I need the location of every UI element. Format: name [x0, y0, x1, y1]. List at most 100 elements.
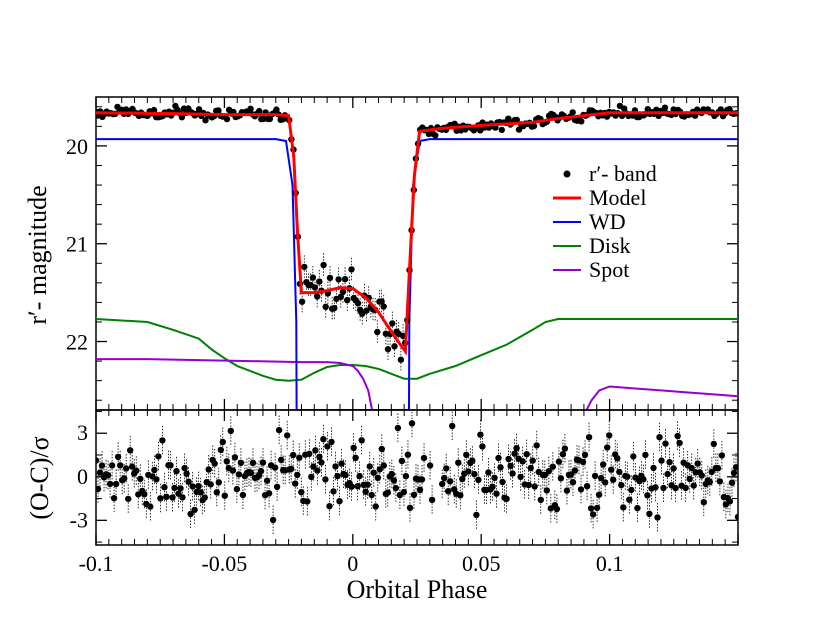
- residual-point: [316, 453, 323, 460]
- residual-point: [114, 453, 122, 461]
- residual-point: [404, 451, 412, 458]
- residual-point: [406, 504, 414, 511]
- series-line-spot: [585, 385, 738, 410]
- residual-point: [147, 503, 154, 510]
- obs-point: [301, 263, 308, 271]
- residual-point: [133, 467, 140, 474]
- residual-point: [694, 460, 701, 467]
- residual-point: [177, 485, 184, 492]
- residual-point: [358, 437, 365, 444]
- residual-point: [237, 459, 245, 466]
- residual-point: [269, 516, 277, 524]
- obs-point: [335, 276, 342, 283]
- obs-point: [309, 274, 317, 281]
- residual-point: [642, 451, 649, 459]
- obs-point: [717, 106, 724, 113]
- obs-point: [389, 320, 396, 327]
- residual-point: [294, 471, 301, 479]
- legend-label: Spot: [589, 257, 629, 282]
- residual-point: [123, 465, 130, 472]
- residual-point: [217, 446, 224, 454]
- residual-point: [517, 473, 524, 481]
- residual-point: [96, 457, 100, 464]
- series-line-model: [96, 111, 738, 356]
- residual-point: [447, 478, 454, 485]
- residual-point: [352, 454, 359, 461]
- obs-point: [215, 107, 222, 114]
- residual-point: [499, 478, 506, 486]
- residual-point: [312, 447, 319, 454]
- residual-point: [112, 480, 120, 488]
- legend-label: r′- band: [589, 161, 657, 186]
- bottom-y-tick-label: 3: [77, 420, 88, 445]
- obs-point: [266, 115, 274, 123]
- residual-point: [127, 447, 134, 454]
- residual-point: [676, 439, 683, 447]
- residual-point: [408, 420, 416, 427]
- residual-point: [324, 443, 331, 450]
- residual-point: [106, 480, 114, 488]
- residual-point: [141, 491, 148, 498]
- obs-point: [374, 328, 381, 336]
- residual-point: [473, 511, 480, 519]
- obs-point: [339, 288, 347, 296]
- residual-point: [334, 472, 341, 480]
- residual-point: [354, 483, 361, 490]
- residual-point: [507, 462, 514, 469]
- residual-point: [597, 474, 605, 482]
- residual-point: [372, 503, 379, 510]
- residual-point: [602, 479, 609, 486]
- obs-point: [223, 115, 231, 123]
- obs-point: [515, 126, 523, 133]
- residual-point: [732, 464, 738, 471]
- residual-point: [265, 490, 273, 497]
- residual-point: [332, 463, 339, 470]
- residual-point: [330, 488, 337, 495]
- residual-point: [338, 460, 345, 467]
- residual-point: [465, 468, 472, 475]
- residual-point: [259, 459, 267, 466]
- residual-point: [275, 426, 283, 434]
- residual-point: [247, 469, 255, 477]
- residual-point: [672, 484, 679, 492]
- obs-point: [661, 104, 669, 111]
- residual-point: [388, 470, 395, 478]
- residual-point: [410, 491, 418, 498]
- residual-point: [117, 462, 124, 469]
- residual-point: [384, 489, 391, 496]
- top-y-tick-label: 21: [66, 232, 88, 257]
- obs-point: [311, 284, 319, 291]
- residual-point: [608, 466, 615, 473]
- residual-point: [227, 427, 234, 434]
- residual-point: [531, 483, 538, 490]
- residual-point: [292, 480, 299, 487]
- residual-point: [348, 483, 355, 490]
- residual-point: [728, 479, 736, 486]
- top-y-tick-label: 22: [66, 330, 88, 355]
- residual-point: [634, 504, 641, 512]
- residual-point: [249, 459, 257, 466]
- residual-point: [541, 471, 548, 479]
- residual-point: [402, 472, 410, 480]
- residual-point: [362, 488, 369, 495]
- residual-point: [163, 493, 170, 500]
- residual-point: [545, 468, 552, 475]
- residual-point: [479, 443, 486, 450]
- residual-point: [416, 486, 424, 493]
- residual-point: [620, 504, 627, 511]
- series-line-wd: [96, 138, 738, 410]
- residual-point: [296, 454, 303, 461]
- residual-point: [110, 495, 118, 502]
- residual-point: [183, 470, 190, 477]
- obs-point: [247, 105, 254, 113]
- obs-point: [322, 303, 329, 310]
- residual-point: [563, 487, 571, 494]
- obs-point: [569, 109, 576, 116]
- residual-point: [714, 464, 722, 472]
- residual-point: [426, 462, 434, 469]
- residual-point: [257, 467, 265, 475]
- residual-point: [710, 440, 717, 448]
- residual-point: [271, 464, 279, 471]
- residual-point: [223, 458, 230, 465]
